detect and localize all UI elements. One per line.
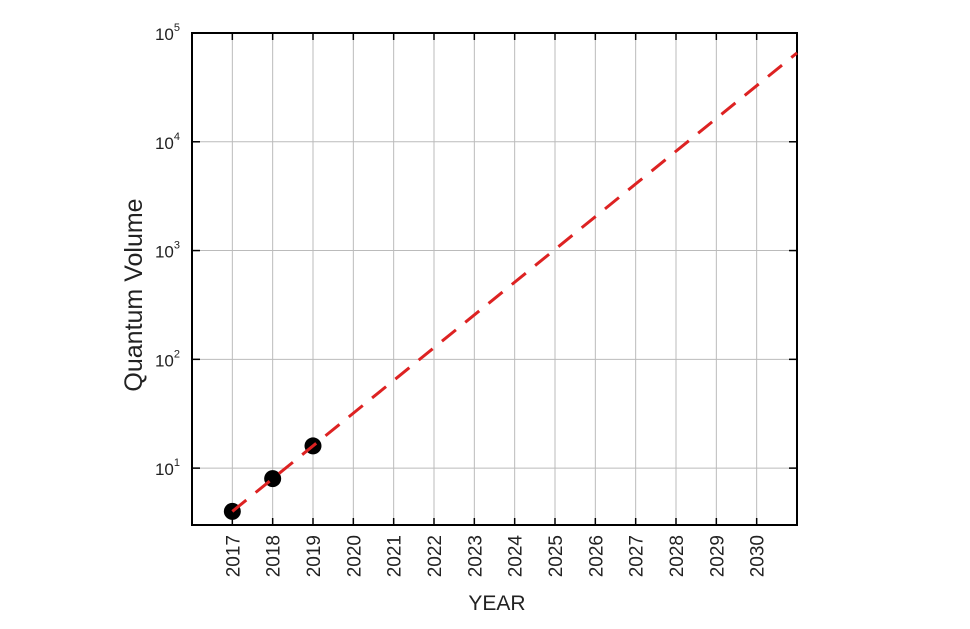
x-tick-label: 2026 xyxy=(586,535,607,577)
x-tick-label: 2017 xyxy=(223,535,244,577)
x-tick-label: 2021 xyxy=(385,535,406,577)
x-tick-label: 2030 xyxy=(748,535,769,577)
x-tick-label: 2022 xyxy=(425,535,446,577)
y-tick-base: 10 xyxy=(155,460,174,479)
x-tick-label: 2029 xyxy=(707,535,728,577)
x-tick-label: 2025 xyxy=(546,535,567,577)
y-tick-label: 103 xyxy=(155,240,180,262)
y-tick-label: 101 xyxy=(155,457,180,479)
y-tick-label: 102 xyxy=(155,348,180,370)
y-tick-label: 105 xyxy=(155,22,180,44)
x-tick-label: 2023 xyxy=(465,535,486,577)
trend-line xyxy=(231,51,798,513)
y-tick-exponent: 1 xyxy=(174,457,180,469)
y-tick-base: 10 xyxy=(155,351,174,370)
y-tick-exponent: 3 xyxy=(174,240,180,252)
y-axis-title: Quantum Volume xyxy=(120,198,148,391)
x-tick-label: 2027 xyxy=(627,535,648,577)
y-tick-label: 104 xyxy=(155,131,180,153)
plot-frame xyxy=(191,32,798,526)
y-tick-base: 10 xyxy=(155,25,174,44)
y-tick-exponent: 4 xyxy=(174,131,180,143)
x-axis-title: YEAR xyxy=(468,592,525,615)
x-tick-label: 2019 xyxy=(304,535,325,577)
y-tick-base: 10 xyxy=(155,243,174,262)
x-tick-label: 2024 xyxy=(506,535,527,578)
x-tick-label: 2028 xyxy=(667,535,688,577)
y-tick-exponent: 2 xyxy=(174,348,180,360)
y-tick-base: 10 xyxy=(155,134,174,153)
x-tick-label: 2018 xyxy=(264,535,285,577)
y-tick-exponent: 5 xyxy=(174,22,180,34)
x-tick-label: 2020 xyxy=(344,535,365,577)
